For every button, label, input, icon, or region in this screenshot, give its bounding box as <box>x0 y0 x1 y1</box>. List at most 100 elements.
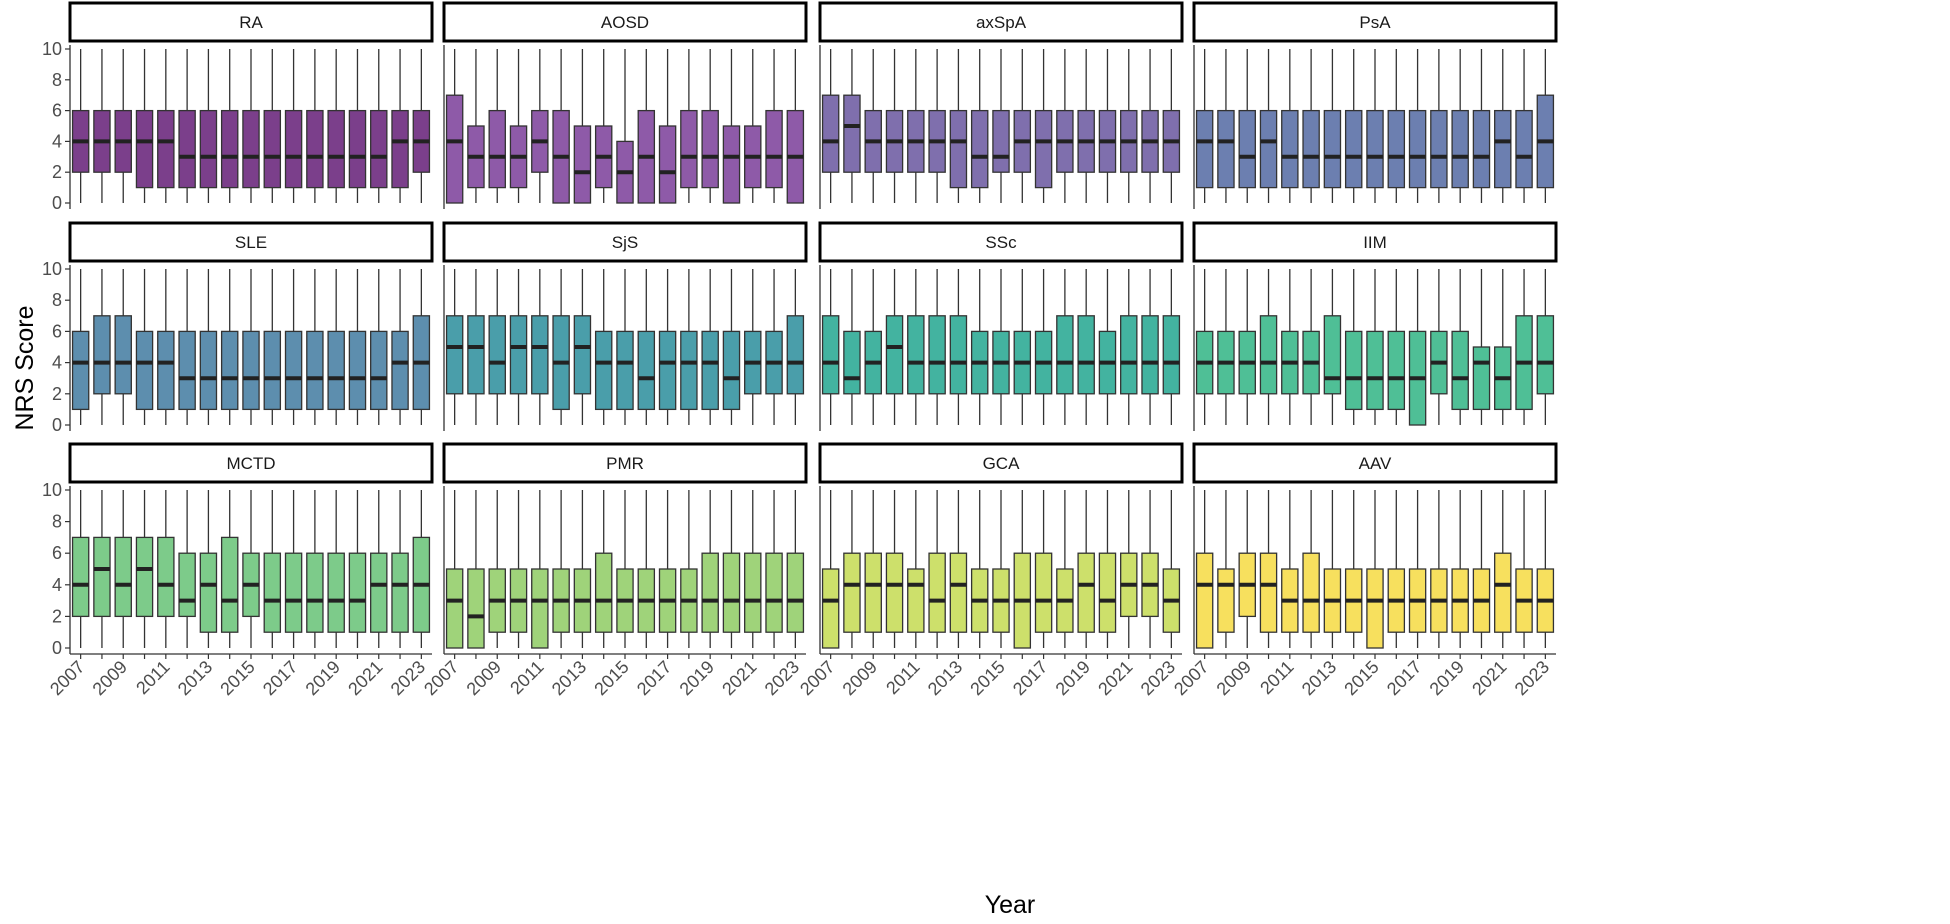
box-2013 <box>573 490 592 648</box>
box-2019 <box>701 269 719 425</box>
box-2014 <box>220 49 239 203</box>
iqr-box <box>135 536 154 618</box>
y-tick-label: 10 <box>42 259 62 279</box>
box-2013 <box>573 269 592 425</box>
box-2016 <box>1387 490 1406 648</box>
iqr-box <box>114 536 132 618</box>
iqr-box <box>1217 568 1235 633</box>
box-2010 <box>885 490 904 648</box>
box-2018 <box>680 269 698 425</box>
iqr-box <box>680 330 698 411</box>
box-2016 <box>263 269 282 425</box>
box-2019 <box>327 269 345 425</box>
box-2021 <box>1494 49 1512 203</box>
x-tick-label: 2009 <box>1213 657 1255 699</box>
box-2023 <box>786 269 805 425</box>
box-2010 <box>509 269 528 425</box>
iqr-box <box>1238 109 1256 189</box>
iqr-box <box>284 330 303 411</box>
box-2009 <box>488 49 506 203</box>
box-2011 <box>1281 490 1299 648</box>
box-2007 <box>821 269 840 425</box>
box-2020 <box>722 269 741 425</box>
iqr-box <box>93 315 111 395</box>
panel-ra: RA 0 2 4 6 8 10 <box>42 1 434 213</box>
iqr-box <box>135 330 154 411</box>
box-2009 <box>1238 49 1256 203</box>
iqr-box <box>391 330 409 411</box>
box-2013 <box>949 49 968 203</box>
iqr-box <box>658 125 677 204</box>
strip-box <box>818 1 1184 43</box>
iqr-box <box>1472 109 1491 189</box>
box-2017 <box>1408 269 1427 426</box>
panel-aav: AAV 2007 2009 2011 2013 2015 2017 2019 2021 2023 <box>1170 442 1558 699</box>
iqr-box <box>467 568 485 649</box>
box-2017 <box>658 49 677 204</box>
box-2015 <box>616 269 634 425</box>
iqr-box <box>1408 109 1427 189</box>
iqr-box <box>821 568 840 649</box>
box-2012 <box>178 49 196 203</box>
iqr-box <box>348 552 367 633</box>
box-2019 <box>1077 269 1095 425</box>
box-2011 <box>907 490 925 648</box>
box-2009 <box>864 49 882 203</box>
box-2022 <box>1515 490 1533 648</box>
y-tick-label: 0 <box>52 415 62 435</box>
iqr-box <box>821 315 840 395</box>
box-2014 <box>594 269 613 425</box>
box-2014 <box>970 490 989 648</box>
iqr-box <box>1302 109 1320 189</box>
box-2021 <box>1494 269 1512 425</box>
box-2020 <box>1098 269 1117 425</box>
box-2013 <box>949 490 968 648</box>
iqr-box <box>1056 315 1074 395</box>
box-2022 <box>765 49 783 203</box>
iqr-box <box>263 330 282 411</box>
box-2010 <box>509 490 528 648</box>
box-2007 <box>1195 490 1214 649</box>
box-2018 <box>680 490 698 648</box>
box-2009 <box>1238 490 1256 648</box>
x-tick-label: 2013 <box>924 657 966 699</box>
box-2011 <box>157 49 175 203</box>
x-tick-label: 2011 <box>132 657 174 699</box>
box-2008 <box>1217 49 1235 203</box>
box-2014 <box>1344 49 1363 203</box>
iqr-box <box>71 536 90 618</box>
y-tick-label: 2 <box>52 384 62 404</box>
box-2008 <box>1217 490 1235 648</box>
box-2015 <box>242 269 260 425</box>
panel-aosd: AOSD <box>442 1 808 209</box>
box-2021 <box>370 490 388 648</box>
iqr-box <box>199 552 218 633</box>
iqr-box <box>242 109 260 189</box>
iqr-box <box>348 330 367 411</box>
iqr-box <box>594 330 613 411</box>
strip-box <box>442 1 808 43</box>
iqr-box <box>1077 315 1095 395</box>
iqr-box <box>765 109 783 189</box>
box-2009 <box>1238 269 1256 425</box>
box-2011 <box>531 49 549 203</box>
iqr-box <box>907 568 925 633</box>
box-2022 <box>391 269 409 425</box>
y-tick-label: 2 <box>52 162 62 182</box>
box-2023 <box>1162 490 1181 648</box>
strip-box <box>68 221 434 263</box>
box-2015 <box>992 269 1010 425</box>
box-2015 <box>1366 49 1384 203</box>
box-2023 <box>1162 269 1181 425</box>
box-2023 <box>1162 49 1181 203</box>
iqr-box <box>178 109 196 189</box>
box-2015 <box>992 49 1010 203</box>
box-2011 <box>1281 49 1299 203</box>
box-2012 <box>552 49 570 204</box>
iqr-box <box>348 109 367 189</box>
box-2016 <box>637 490 656 648</box>
box-2016 <box>263 49 282 203</box>
box-2022 <box>391 490 409 648</box>
box-2020 <box>722 49 741 204</box>
box-2012 <box>178 269 196 425</box>
